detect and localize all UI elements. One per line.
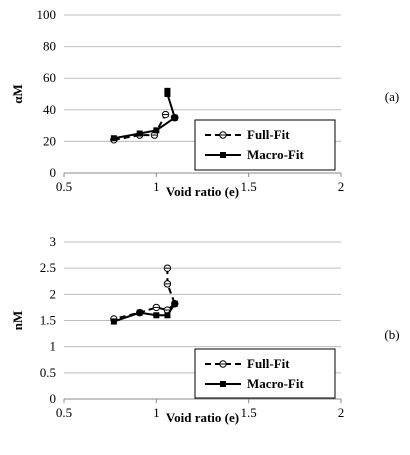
chart1-x-tick-label: 0.5 [56, 179, 72, 194]
chart1-x-tick-label: 2 [338, 179, 345, 194]
chart1-macro-fit-point [164, 87, 171, 94]
chart1-x-tick-label: 1.5 [241, 179, 257, 194]
chart2-x-tick-label: 0.5 [56, 405, 72, 420]
chart2-macro-fit-point [153, 312, 160, 319]
chart1-legend-macro-fit-marker [220, 152, 226, 158]
chart1-y-tick-label: 60 [43, 70, 56, 85]
chart2-y-tick-label: 1.5 [40, 313, 56, 328]
chart2-x-axis-title: Void ratio (e) [166, 410, 239, 425]
chart1-y-tick-label: 20 [43, 133, 56, 148]
chart2-legend-macro-fit-marker [220, 381, 226, 387]
chart1-legend-box [194, 119, 336, 171]
chart1-y-tick-label: 80 [43, 39, 56, 54]
chart2-y-tick-label: 2 [50, 286, 57, 301]
chart1-macro-fit-point [164, 91, 171, 97]
chart2-legend-box [194, 348, 336, 399]
chart2-y-tick-label: 1 [50, 339, 57, 354]
chart2-macro-fit-point [171, 300, 178, 307]
chart1-x-tick-label: 1 [153, 179, 160, 194]
chart2-y-tick-label: 0 [50, 391, 57, 406]
chart2-x-tick-label: 2 [338, 405, 345, 420]
chart2-y-tick-label: 3 [50, 234, 57, 249]
chart1-y-tick-label: 40 [43, 102, 56, 117]
chart2-macro-fit-point [164, 312, 171, 319]
chart2-macro-fit-point [110, 318, 117, 325]
chart2-legend-macro-fit-label: Macro-Fit [247, 376, 304, 391]
chart2-legend-full-fit-label: Full-Fit [247, 356, 290, 371]
chart2-y-axis-title: nM [10, 311, 25, 331]
chart2-panel-label: (b) [384, 327, 399, 342]
chart1-macro-fit-point [171, 114, 178, 121]
chart2-x-tick-label: 1 [153, 405, 160, 420]
chart2-y-tick-label: 2.5 [40, 260, 56, 275]
chart1-legend-full-fit-label: Full-Fit [247, 127, 290, 142]
chart1-y-axis-title: αM [10, 84, 25, 104]
chart1-legend-macro-fit-label: Macro-Fit [247, 147, 304, 162]
chart1-macro-fit-point [136, 130, 143, 137]
chart1-y-tick-label: 0 [50, 165, 57, 180]
chart1-macro-fit-point [110, 135, 117, 142]
chart1-macro-fit-point [153, 127, 160, 134]
chart2-y-tick-label: 0.5 [40, 365, 56, 380]
chart1-y-tick-label: 100 [37, 7, 57, 22]
chart1-x-axis-title: Void ratio (e) [166, 184, 239, 199]
chart1-panel-label: (a) [385, 89, 399, 104]
chart2-macro-fit-point [136, 309, 143, 316]
chart2-x-tick-label: 1.5 [241, 405, 257, 420]
